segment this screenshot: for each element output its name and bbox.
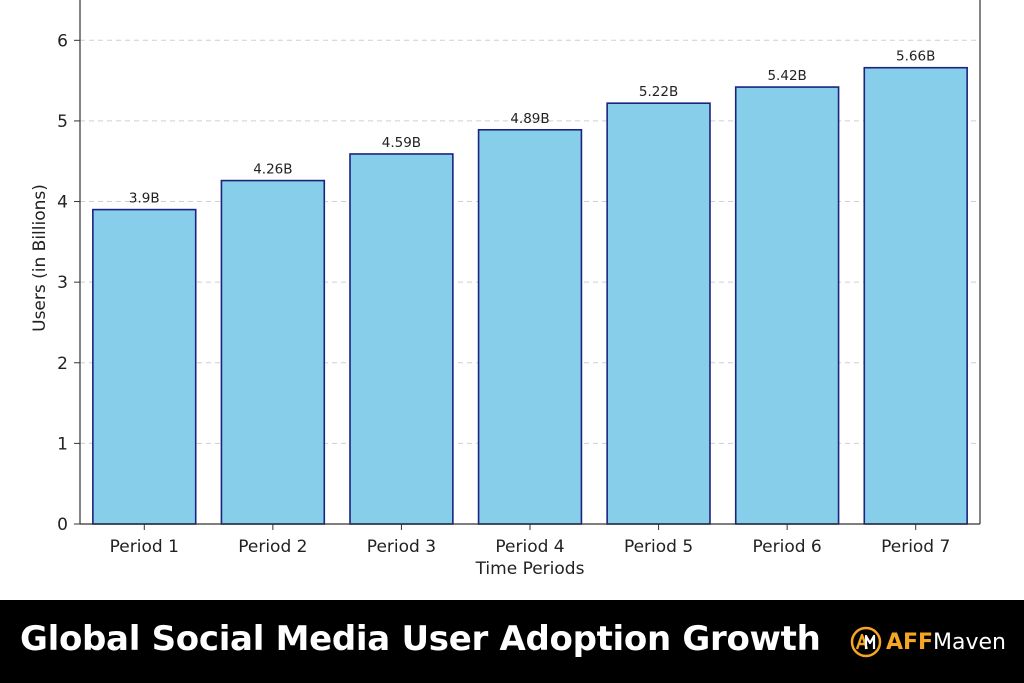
y-tick-label: 2: [57, 354, 68, 374]
y-tick-label: 3: [57, 273, 68, 293]
bar-data-label: 4.89B: [510, 111, 549, 127]
x-tick-label: Period 2: [238, 537, 307, 557]
bar: [477, 128, 583, 525]
bar-data-label: 4.59B: [382, 135, 421, 151]
x-tick-label: Period 3: [367, 537, 436, 557]
x-tick-label: Period 5: [624, 537, 693, 557]
bar: [863, 66, 968, 525]
bar: [349, 153, 454, 525]
x-tick-label: Period 4: [495, 537, 564, 557]
banner-title: Global Social Media User Adoption Growth: [20, 619, 821, 659]
bar-chart: 3.9B 4.26B 4.59B 4.89B 5.22B 5.42B 5.66B 0 1 2 3 4…: [30, 0, 981, 579]
bar-data-label: 5.66B: [896, 49, 935, 65]
y-tick-label: 6: [57, 31, 68, 51]
y-axis-title: Users (in Billions): [30, 184, 50, 332]
y-tick-label: 5: [57, 112, 68, 132]
x-tick-label: Period 1: [110, 537, 179, 557]
bar: [92, 208, 197, 525]
bar: [606, 102, 711, 525]
y-tick-label: 0: [57, 515, 68, 535]
bar-data-label: 4.26B: [253, 162, 292, 178]
x-tick-label: Period 6: [753, 537, 822, 557]
x-axis-title: Time Periods: [475, 559, 585, 579]
x-tick-label: Period 7: [881, 537, 950, 557]
y-tick-label: 1: [57, 434, 68, 454]
bar-data-label: 3.9B: [129, 191, 160, 207]
brand-name-prefix: AFF: [885, 629, 934, 655]
bars: 3.9B 4.26B 4.59B 4.89B 5.22B 5.42B 5.66B: [92, 49, 968, 525]
bar: [734, 86, 840, 525]
y-tick-label: 4: [57, 193, 68, 213]
bar-data-label: 5.22B: [639, 84, 678, 100]
brand-logo: AFF Maven: [850, 625, 1006, 659]
chart-svg: 3.9B 4.26B 4.59B 4.89B 5.22B 5.42B 5.66B 0 1 2 3 4…: [30, 0, 981, 579]
am-monogram-icon: [850, 626, 882, 658]
brand-name-suffix: Maven: [933, 629, 1006, 655]
title-banner: Global Social Media User Adoption Growth…: [0, 600, 1024, 683]
axes: 0 1 2 3 4 5 6 Period 1 Period 2 Period 3 Period 4 P…: [57, 0, 981, 557]
bar: [220, 179, 326, 525]
bar-data-label: 5.42B: [767, 68, 806, 84]
